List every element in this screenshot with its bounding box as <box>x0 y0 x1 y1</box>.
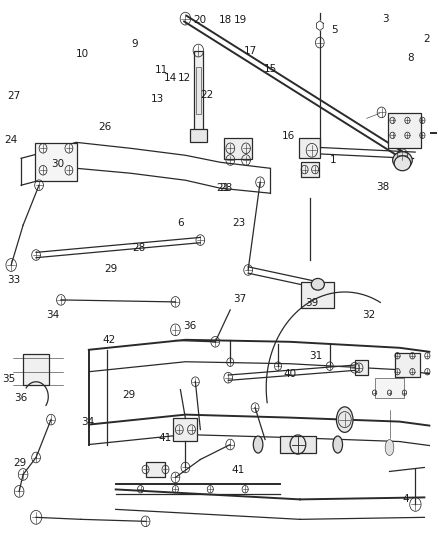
Text: 38: 38 <box>376 182 389 192</box>
Ellipse shape <box>311 278 325 290</box>
Text: 13: 13 <box>151 94 164 104</box>
Text: 26: 26 <box>99 122 112 132</box>
Text: 36: 36 <box>183 321 196 331</box>
Ellipse shape <box>392 152 412 169</box>
Text: 3: 3 <box>382 14 389 25</box>
Text: 8: 8 <box>407 53 413 63</box>
Ellipse shape <box>253 436 263 453</box>
Text: 12: 12 <box>178 73 191 83</box>
Text: 16: 16 <box>282 131 295 141</box>
Text: 31: 31 <box>309 351 323 361</box>
Text: 18: 18 <box>219 15 233 26</box>
Bar <box>196 67 201 115</box>
Bar <box>395 353 420 377</box>
Text: 34: 34 <box>81 417 94 427</box>
Bar <box>300 138 320 158</box>
Text: 2: 2 <box>423 34 430 44</box>
Text: 19: 19 <box>233 15 247 26</box>
Ellipse shape <box>333 436 343 453</box>
Bar <box>173 418 198 441</box>
Text: 10: 10 <box>75 49 88 59</box>
Ellipse shape <box>336 407 353 432</box>
Polygon shape <box>316 21 323 30</box>
Text: 23: 23 <box>232 218 246 228</box>
Text: 21: 21 <box>216 183 230 193</box>
Bar <box>224 138 252 159</box>
Text: 24: 24 <box>4 135 18 145</box>
Text: 29: 29 <box>122 390 135 400</box>
Text: 41: 41 <box>231 465 244 474</box>
Text: 22: 22 <box>201 90 214 100</box>
Bar <box>375 377 404 398</box>
Text: 27: 27 <box>7 91 20 101</box>
Text: 30: 30 <box>51 159 64 169</box>
Text: 32: 32 <box>362 310 375 320</box>
Text: 5: 5 <box>332 25 338 35</box>
Text: 41: 41 <box>158 433 171 443</box>
Bar <box>355 360 368 375</box>
Bar <box>280 436 316 453</box>
Bar <box>23 354 49 385</box>
Text: 4: 4 <box>403 494 409 504</box>
Text: 33: 33 <box>7 275 20 285</box>
Bar <box>301 281 334 308</box>
Text: 1: 1 <box>330 155 337 165</box>
Text: 34: 34 <box>46 310 59 320</box>
Text: 40: 40 <box>283 369 297 379</box>
Text: 28: 28 <box>219 183 233 193</box>
Text: 9: 9 <box>132 39 138 49</box>
Text: 37: 37 <box>233 294 247 304</box>
Ellipse shape <box>394 156 411 171</box>
Text: 29: 29 <box>13 458 26 468</box>
Text: 39: 39 <box>305 297 318 308</box>
Bar <box>388 113 421 148</box>
Text: 28: 28 <box>132 243 145 253</box>
Text: 42: 42 <box>103 335 116 345</box>
Bar <box>190 129 207 142</box>
Bar <box>35 143 77 181</box>
Text: 29: 29 <box>105 264 118 274</box>
Ellipse shape <box>385 440 394 456</box>
Text: 6: 6 <box>177 218 184 228</box>
Text: 14: 14 <box>164 73 177 83</box>
Text: 17: 17 <box>244 46 257 56</box>
Bar <box>301 162 318 177</box>
Text: 35: 35 <box>3 374 16 384</box>
Text: 15: 15 <box>264 64 277 74</box>
Text: 36: 36 <box>14 393 28 403</box>
Bar <box>194 51 203 131</box>
Text: 20: 20 <box>193 15 206 26</box>
Text: 11: 11 <box>155 65 168 75</box>
Bar <box>146 462 166 477</box>
